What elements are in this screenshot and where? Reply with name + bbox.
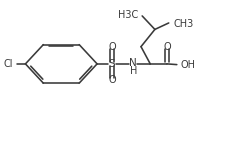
- Text: O: O: [108, 75, 116, 85]
- Text: Cl: Cl: [3, 59, 13, 69]
- Text: N: N: [129, 58, 137, 68]
- Text: OH: OH: [181, 60, 196, 70]
- Text: CH3: CH3: [173, 19, 194, 29]
- Text: H3C: H3C: [118, 10, 139, 20]
- Text: H: H: [130, 66, 137, 76]
- Text: S: S: [109, 59, 115, 69]
- Text: O: O: [163, 42, 171, 52]
- Text: O: O: [108, 42, 116, 52]
